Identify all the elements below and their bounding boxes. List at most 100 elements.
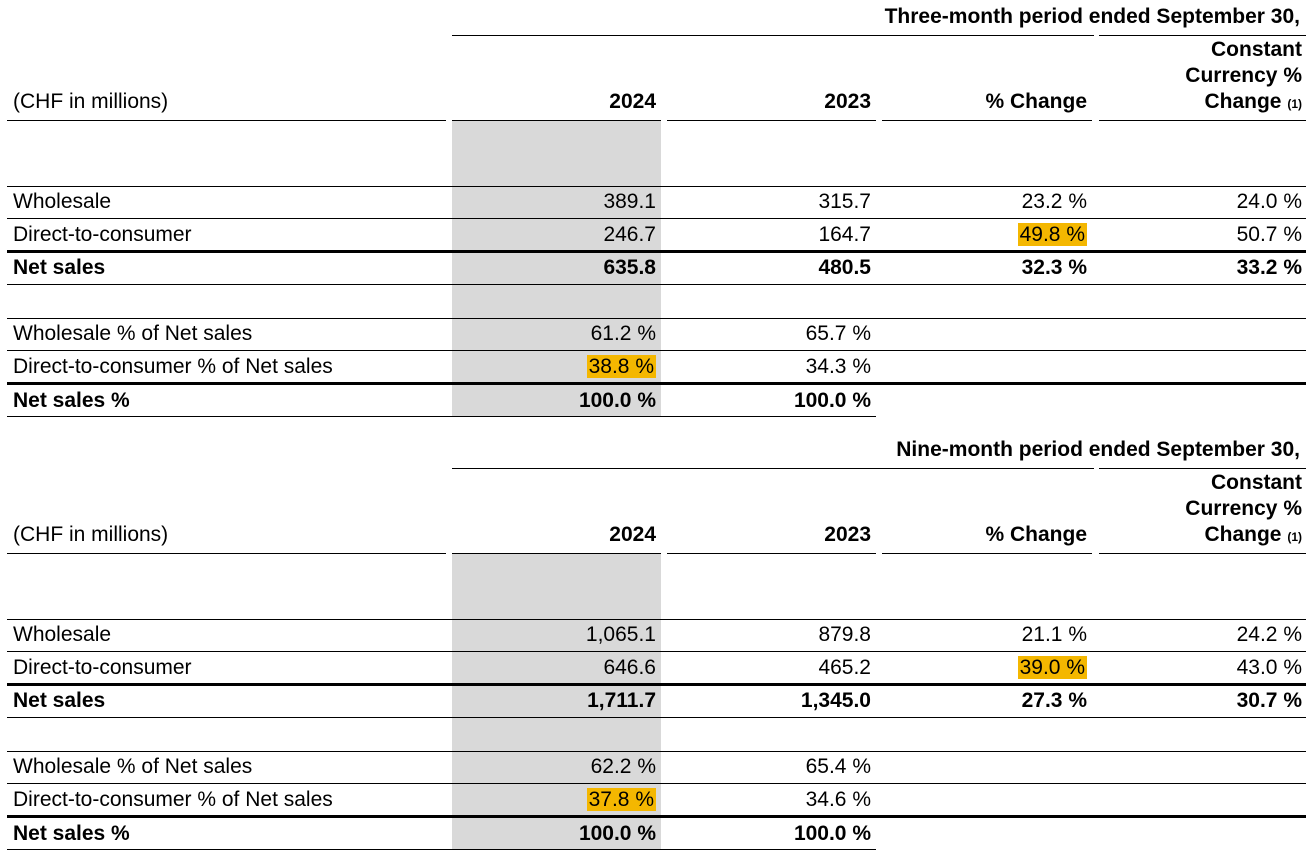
cell-2023: 34.3 % (805, 355, 871, 378)
cc-line2: Currency % (1185, 497, 1302, 520)
row-rule (7, 284, 1306, 285)
total-rule (7, 815, 1306, 818)
total-rule (7, 382, 1306, 385)
cell-2024: 389.1 (603, 190, 656, 213)
period-title: Three-month period ended September 30, (884, 5, 1300, 28)
header-rule (667, 120, 876, 121)
cell-2023: 315.7 (818, 190, 871, 213)
period-rule (452, 35, 1094, 36)
row-label: Direct-to-consumer (13, 656, 192, 679)
cell-change: 21.1 % (1021, 623, 1087, 646)
row-label: Wholesale % of Net sales (13, 755, 253, 778)
header-constant-currency: Constant Currency % Change (1) (1185, 37, 1302, 117)
row-label: Direct-to-consumer (13, 223, 192, 246)
cell-2024: 62.2 % (590, 755, 656, 778)
row-label: Wholesale (13, 190, 112, 213)
cc-line1: Constant (1211, 38, 1302, 61)
highlight-mark: 49.8 % (1017, 223, 1087, 246)
row-label: Wholesale % of Net sales (13, 322, 253, 345)
header-rule (882, 553, 1092, 554)
header-2023: 2023 (824, 523, 871, 546)
cell-2023: 100.0 % (793, 822, 871, 845)
cell-2023: 1,345.0 (800, 689, 871, 712)
cc-line3: Change (1) (1185, 89, 1302, 117)
header-rule (1099, 553, 1306, 554)
cell-cc: 50.7 % (1236, 223, 1302, 246)
row-rule (7, 186, 1306, 187)
header-change: % Change (985, 90, 1087, 113)
row-label: Direct-to-consumer % of Net sales (13, 788, 333, 811)
cell-cc: 43.0 % (1236, 656, 1302, 679)
header-2024: 2024 (609, 90, 656, 113)
cell-cc: 24.0 % (1236, 190, 1302, 213)
cell-2024: 635.8 (603, 256, 656, 279)
header-rule (7, 553, 446, 554)
highlight-mark: 37.8 % (586, 788, 656, 811)
cell-change-highlighted: 39.0 % (1017, 656, 1087, 680)
row-label: Net sales (13, 256, 106, 279)
header-rule (7, 120, 446, 121)
row-rule (7, 416, 876, 417)
row-rule (7, 751, 1306, 752)
header-2024: 2024 (609, 523, 656, 546)
header-rule (452, 553, 661, 554)
units-label: (CHF in millions) (13, 523, 169, 546)
row-label: Net sales % (13, 389, 130, 412)
cell-2024: 1,065.1 (585, 623, 656, 646)
cell-change-highlighted: 49.8 % (1017, 223, 1087, 247)
cell-2023: 879.8 (818, 623, 871, 646)
three-month-table: Three-month period ended September 30, (… (0, 0, 1306, 420)
row-label: Net sales (13, 689, 106, 712)
cell-2024: 1,711.7 (587, 689, 656, 712)
cell-2024: 246.7 (603, 223, 656, 246)
cell-2023: 65.7 % (805, 322, 871, 345)
header-change: % Change (985, 523, 1087, 546)
cell-2023: 480.5 (818, 256, 871, 279)
highlight-mark: 39.0 % (1017, 656, 1087, 679)
cell-2023: 164.7 (818, 223, 871, 246)
row-rule (7, 651, 1306, 652)
cell-2024-highlighted: 38.8 % (586, 355, 656, 379)
cell-cc: 30.7 % (1236, 689, 1302, 712)
total-rule (7, 250, 1306, 253)
header-rule (452, 120, 661, 121)
nine-month-table: Nine-month period ended September 30, (C… (0, 433, 1306, 853)
cell-2023: 100.0 % (793, 389, 871, 412)
cc-line3: Change (1) (1185, 522, 1302, 550)
row-rule (7, 318, 1306, 319)
header-constant-currency: Constant Currency % Change (1) (1185, 470, 1302, 550)
cell-2024-highlighted: 37.8 % (586, 788, 656, 812)
cell-2024: 646.6 (603, 656, 656, 679)
row-label: Net sales % (13, 822, 130, 845)
row-label: Wholesale (13, 623, 112, 646)
cc-line3-text: Change (1204, 90, 1282, 113)
cell-cc: 24.2 % (1236, 623, 1302, 646)
period-rule-cc (1099, 35, 1306, 36)
cell-change: 32.3 % (1021, 256, 1087, 279)
highlight-mark: 38.8 % (586, 355, 656, 378)
cell-2023: 465.2 (818, 656, 871, 679)
cell-change: 27.3 % (1021, 689, 1087, 712)
footnote-ref: (1) (1287, 530, 1302, 544)
cc-line2: Currency % (1185, 64, 1302, 87)
header-rule (882, 120, 1092, 121)
cell-2024: 61.2 % (590, 322, 656, 345)
row-rule (7, 350, 1306, 351)
row-rule (7, 619, 1306, 620)
cell-cc: 33.2 % (1236, 256, 1302, 279)
period-title: Nine-month period ended September 30, (896, 438, 1300, 461)
row-label: Direct-to-consumer % of Net sales (13, 355, 333, 378)
row-rule (7, 218, 1306, 219)
cc-line3-text: Change (1204, 523, 1282, 546)
cell-change: 23.2 % (1021, 190, 1087, 213)
cell-2024: 100.0 % (578, 822, 656, 845)
cell-2023: 34.6 % (805, 788, 871, 811)
cell-2024: 100.0 % (578, 389, 656, 412)
row-rule (7, 783, 1306, 784)
row-rule (7, 849, 876, 850)
header-2023: 2023 (824, 90, 871, 113)
header-rule (667, 553, 876, 554)
period-rule (452, 468, 1094, 469)
units-label: (CHF in millions) (13, 90, 169, 113)
header-rule (1099, 120, 1306, 121)
